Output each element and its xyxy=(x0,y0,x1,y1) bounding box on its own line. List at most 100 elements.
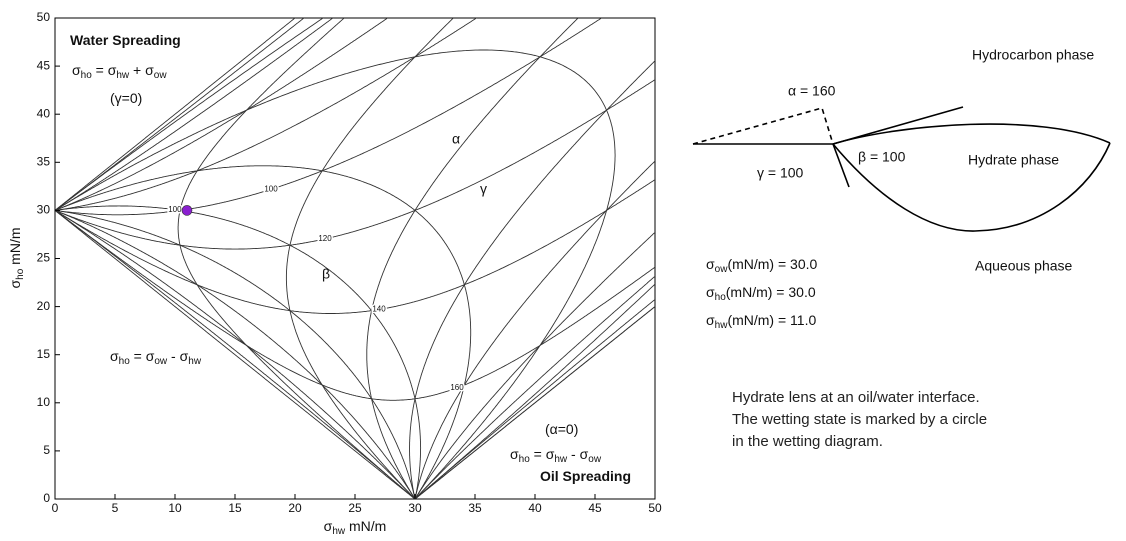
text-part: σ xyxy=(72,62,81,78)
y-tick-label: 50 xyxy=(37,10,51,24)
phase-label: Hydrate phase xyxy=(968,152,1059,168)
contour-line xyxy=(55,205,422,499)
contour-line xyxy=(55,49,616,499)
contour-line xyxy=(409,60,655,499)
caption-line: in the wetting diagram. xyxy=(732,433,883,450)
contour-line xyxy=(55,210,655,401)
contour-label: 160 xyxy=(450,383,464,392)
annotation: Oil Spreading xyxy=(540,468,631,484)
tangent-line xyxy=(832,143,850,188)
y-tick-label: 30 xyxy=(37,203,51,217)
subscript: ho xyxy=(119,356,131,367)
x-tick-label: 25 xyxy=(348,501,362,515)
lens-bottom xyxy=(832,142,1111,232)
contour-line xyxy=(55,79,655,250)
text-part: σ xyxy=(110,348,119,364)
x-tick-label: 5 xyxy=(112,501,119,515)
text-part: = σ xyxy=(130,348,155,364)
x-tick-label: 30 xyxy=(408,501,422,515)
x-tick-label: 10 xyxy=(168,501,182,515)
family-symbol: γ xyxy=(480,181,487,197)
lens-drawing xyxy=(692,106,1111,232)
angle-label: γ = 100 xyxy=(757,165,804,181)
caption-line: Hydrate lens at an oil/water interface. xyxy=(732,389,980,406)
contour-label: 100 xyxy=(168,205,182,214)
text-part: (α=0) xyxy=(545,421,578,437)
text-part: = σ xyxy=(92,62,117,78)
annotation: (γ=0) xyxy=(110,90,142,106)
text-part: mN/m xyxy=(7,228,23,269)
contour-line xyxy=(55,18,478,211)
text-part: σ xyxy=(706,312,715,328)
y-tick-label: 0 xyxy=(43,491,50,505)
annotation: σho = σhw - σow xyxy=(510,446,602,465)
value-text: 30.0 xyxy=(788,284,815,300)
contour-line xyxy=(366,18,579,499)
x-tick-label: 0 xyxy=(52,501,59,515)
contour-line xyxy=(55,18,305,211)
contour-line xyxy=(414,160,655,499)
x-tick-label: 50 xyxy=(648,501,662,515)
family-symbol: α xyxy=(452,131,460,147)
text-part: σ xyxy=(706,284,715,300)
property: σho(mN/m) = 30.0 xyxy=(706,284,816,303)
phase-label: Hydrocarbon phase xyxy=(972,47,1094,63)
y-tick-label: 5 xyxy=(43,443,50,457)
contour-line xyxy=(55,18,655,499)
contour-line xyxy=(414,231,655,499)
contour-line xyxy=(177,18,416,499)
lens-top xyxy=(832,123,1111,145)
y-tick-label: 35 xyxy=(37,154,51,168)
property: σhw(mN/m) = 11.0 xyxy=(706,312,816,331)
y-tick-label: 10 xyxy=(37,395,51,409)
text-part: Oil Spreading xyxy=(540,468,631,484)
dashed-extension xyxy=(692,107,834,145)
subscript: ho xyxy=(15,268,26,280)
contour-line xyxy=(414,298,655,499)
contour-line xyxy=(414,275,655,499)
subscript: ho xyxy=(519,454,531,465)
text-part: - σ xyxy=(567,446,588,462)
subscript: ow xyxy=(588,454,602,465)
x-axis-label: σhw mN/m xyxy=(324,518,387,537)
y-axis-label: σho mN/m xyxy=(7,228,26,289)
contour-line xyxy=(55,210,416,499)
contour-line xyxy=(55,18,389,211)
text-part: + σ xyxy=(129,62,154,78)
y-tick-label: 45 xyxy=(37,58,51,72)
subscript: ho xyxy=(81,70,93,81)
text-part: σ xyxy=(510,446,519,462)
annotation: σho = σow - σhw xyxy=(110,348,202,367)
subscript: hw xyxy=(116,70,130,81)
text-part: σ xyxy=(706,256,715,272)
subscript: hw xyxy=(715,320,729,331)
text-part: - σ xyxy=(167,348,188,364)
text-part: Water Spreading xyxy=(70,32,181,48)
y-tick-label: 20 xyxy=(37,299,51,313)
contour-layer xyxy=(55,18,655,499)
subscript: ow xyxy=(715,264,729,275)
caption-line: The wetting state is marked by a circle xyxy=(732,411,987,428)
text-part: (mN/m) = xyxy=(727,312,790,328)
text-part: (mN/m) = xyxy=(726,284,789,300)
contour-label: 120 xyxy=(318,234,332,243)
subscript: hw xyxy=(554,454,568,465)
x-tick-label: 20 xyxy=(288,501,302,515)
x-tick-label: 40 xyxy=(528,501,542,515)
text-part: σ xyxy=(324,518,333,534)
y-tick-label: 15 xyxy=(37,347,51,361)
contour-line xyxy=(55,209,416,499)
subscript: ho xyxy=(715,292,727,303)
family-symbol: β xyxy=(322,266,330,282)
subscript: ow xyxy=(154,356,168,367)
subscript: hw xyxy=(332,526,346,537)
contour-line xyxy=(55,18,603,216)
annotation: (α=0) xyxy=(545,421,578,437)
wetting-state xyxy=(181,205,193,216)
property: σow(mN/m) = 30.0 xyxy=(706,256,818,275)
y-tick-label: 40 xyxy=(37,106,51,120)
x-tick-label: 35 xyxy=(468,501,482,515)
contour-line xyxy=(55,18,334,211)
